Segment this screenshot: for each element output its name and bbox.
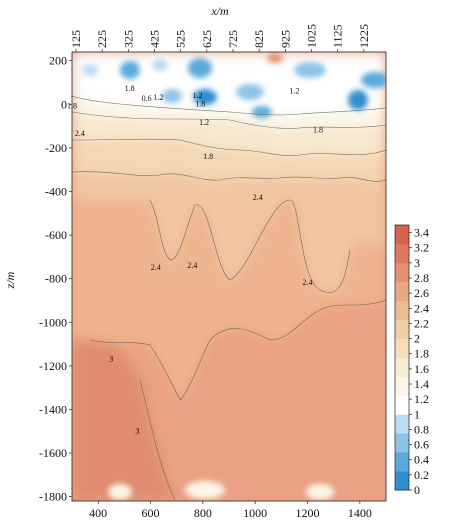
contour-label: 1.8: [195, 99, 205, 108]
colorbar-tick-label: 0.6: [414, 438, 429, 452]
colorbar-swatch: [395, 471, 409, 491]
contour-label: 0.6: [142, 94, 152, 103]
contour-field: [72, 52, 386, 501]
left-tick-label: -1200: [39, 359, 67, 373]
contour-label: 1.8: [125, 84, 135, 93]
colorbar-swatch: [395, 395, 409, 415]
top-tick-label: 325: [121, 30, 135, 48]
colorbar-swatch: [395, 243, 409, 264]
colorbar-tick-label: 1.6: [414, 362, 429, 376]
left-tick-label: 200: [49, 54, 67, 68]
top-tick-label: 625: [200, 30, 214, 48]
contour-label: 1.8: [313, 126, 323, 135]
top-tick-label: 425: [148, 30, 162, 48]
colorbar-tick-label: 2.2: [414, 316, 429, 330]
colorbar-swatch: [395, 433, 409, 453]
colorbar-tick-label: 0.4: [414, 453, 429, 467]
top-tick-label: 725: [226, 30, 240, 48]
bottom-tick-label: 600: [142, 506, 160, 520]
colorbar-swatch: [395, 281, 409, 302]
bottom-tick-label: 400: [89, 506, 107, 520]
left-tick-label: -1000: [39, 315, 67, 329]
colorbar-tick-label: 0.2: [414, 468, 429, 482]
colorbar-swatch: [395, 262, 409, 283]
colorbar-swatch: [395, 414, 409, 434]
top-tick-label: 925: [278, 30, 292, 48]
contour-label: 1.2: [193, 91, 203, 100]
contour-label: 2.4: [303, 278, 313, 287]
bottom-tick-label: 1200: [296, 506, 320, 520]
contour-label: 2.4: [187, 261, 197, 270]
colorbar-swatch: [395, 225, 409, 245]
top-tick-label: 1025: [305, 24, 319, 48]
top-tick-label: 225: [95, 30, 109, 48]
contour-label: 1.2: [199, 118, 209, 127]
left-tick-label: -600: [45, 228, 67, 242]
contour-label: 1.2: [153, 93, 163, 102]
colorbar-tick-label: 1.4: [414, 377, 429, 391]
colorbar-tick-label: 1.2: [414, 392, 429, 406]
colorbar-tick-label: 0: [414, 483, 420, 497]
colorbar-tick-label: 1.8: [414, 347, 429, 361]
top-tick-label: 1225: [357, 24, 371, 48]
colorbar-swatch: [395, 357, 409, 377]
colorbar-tick-label: 2: [414, 332, 420, 346]
top-tick-label: 825: [252, 30, 266, 48]
bottom-axis: 400 600 800 1000 1200 1400: [89, 501, 372, 520]
left-axis: 200 0 -200 -400 -600 -800 -1000 -1200 -1400 -1600…: [39, 54, 72, 504]
contour-label: 3: [135, 426, 139, 435]
left-tick-label: -800: [45, 272, 67, 286]
left-tick-label: 0: [61, 97, 67, 111]
left-tick-label: -400: [45, 184, 67, 198]
colorbar-tick-label: 2.4: [414, 301, 429, 315]
colorbar-tick-label: 2.8: [414, 271, 429, 285]
contour-label: 2.4: [253, 193, 263, 202]
contour-label: 1.2: [289, 86, 299, 95]
colorbar-frame: [394, 224, 410, 491]
contour-labels: 1.80.6 1.21.81.21.81.21.21.82.41.82.42.4 2…: [67, 84, 323, 435]
top-axis: 125 225 325 425 525 625 725 825 925 1025 1125 1225: [69, 24, 371, 52]
colorbar: 3.43.232.82.62.42.221.81.61.41.210.80.60…: [394, 224, 429, 497]
contour-label: 1.8: [203, 152, 213, 161]
colorbar-tick-label: 3.4: [414, 226, 429, 240]
colorbar-tick-label: 1: [414, 407, 420, 421]
plot-frame: [71, 51, 387, 502]
colorbar-tick-label: 3.2: [414, 241, 429, 255]
left-tick-label: -1800: [39, 490, 67, 504]
contour-label: 2.4: [75, 129, 85, 138]
colorbar-swatch: [395, 300, 409, 321]
bottom-tick-label: 1000: [243, 506, 267, 520]
top-tick-label: 525: [174, 30, 188, 48]
left-tick-label: -200: [45, 141, 67, 155]
contour-label: 2.4: [151, 263, 161, 272]
y-axis-label: z/m: [3, 271, 17, 289]
contour-label: 1.8: [67, 102, 77, 111]
colorbar-tick-label: 0.8: [414, 422, 429, 436]
left-tick-label: -1400: [39, 402, 67, 416]
colorbar-swatch: [395, 319, 409, 339]
colorbar-swatch: [395, 452, 409, 472]
left-tick-label: -1600: [39, 446, 67, 460]
top-axis-label: x/m: [210, 4, 229, 18]
colorbar-swatch: [395, 338, 409, 358]
colorbar-swatch: [395, 376, 409, 396]
contour-label: 3: [109, 355, 113, 364]
bottom-tick-label: 800: [194, 506, 212, 520]
colorbar-tick-label: 2.6: [414, 286, 429, 300]
top-tick-label: 1125: [331, 24, 345, 48]
bottom-tick-label: 1400: [348, 506, 372, 520]
colorbar-tick-label: 3: [414, 256, 420, 270]
top-tick-label: 125: [69, 30, 83, 48]
